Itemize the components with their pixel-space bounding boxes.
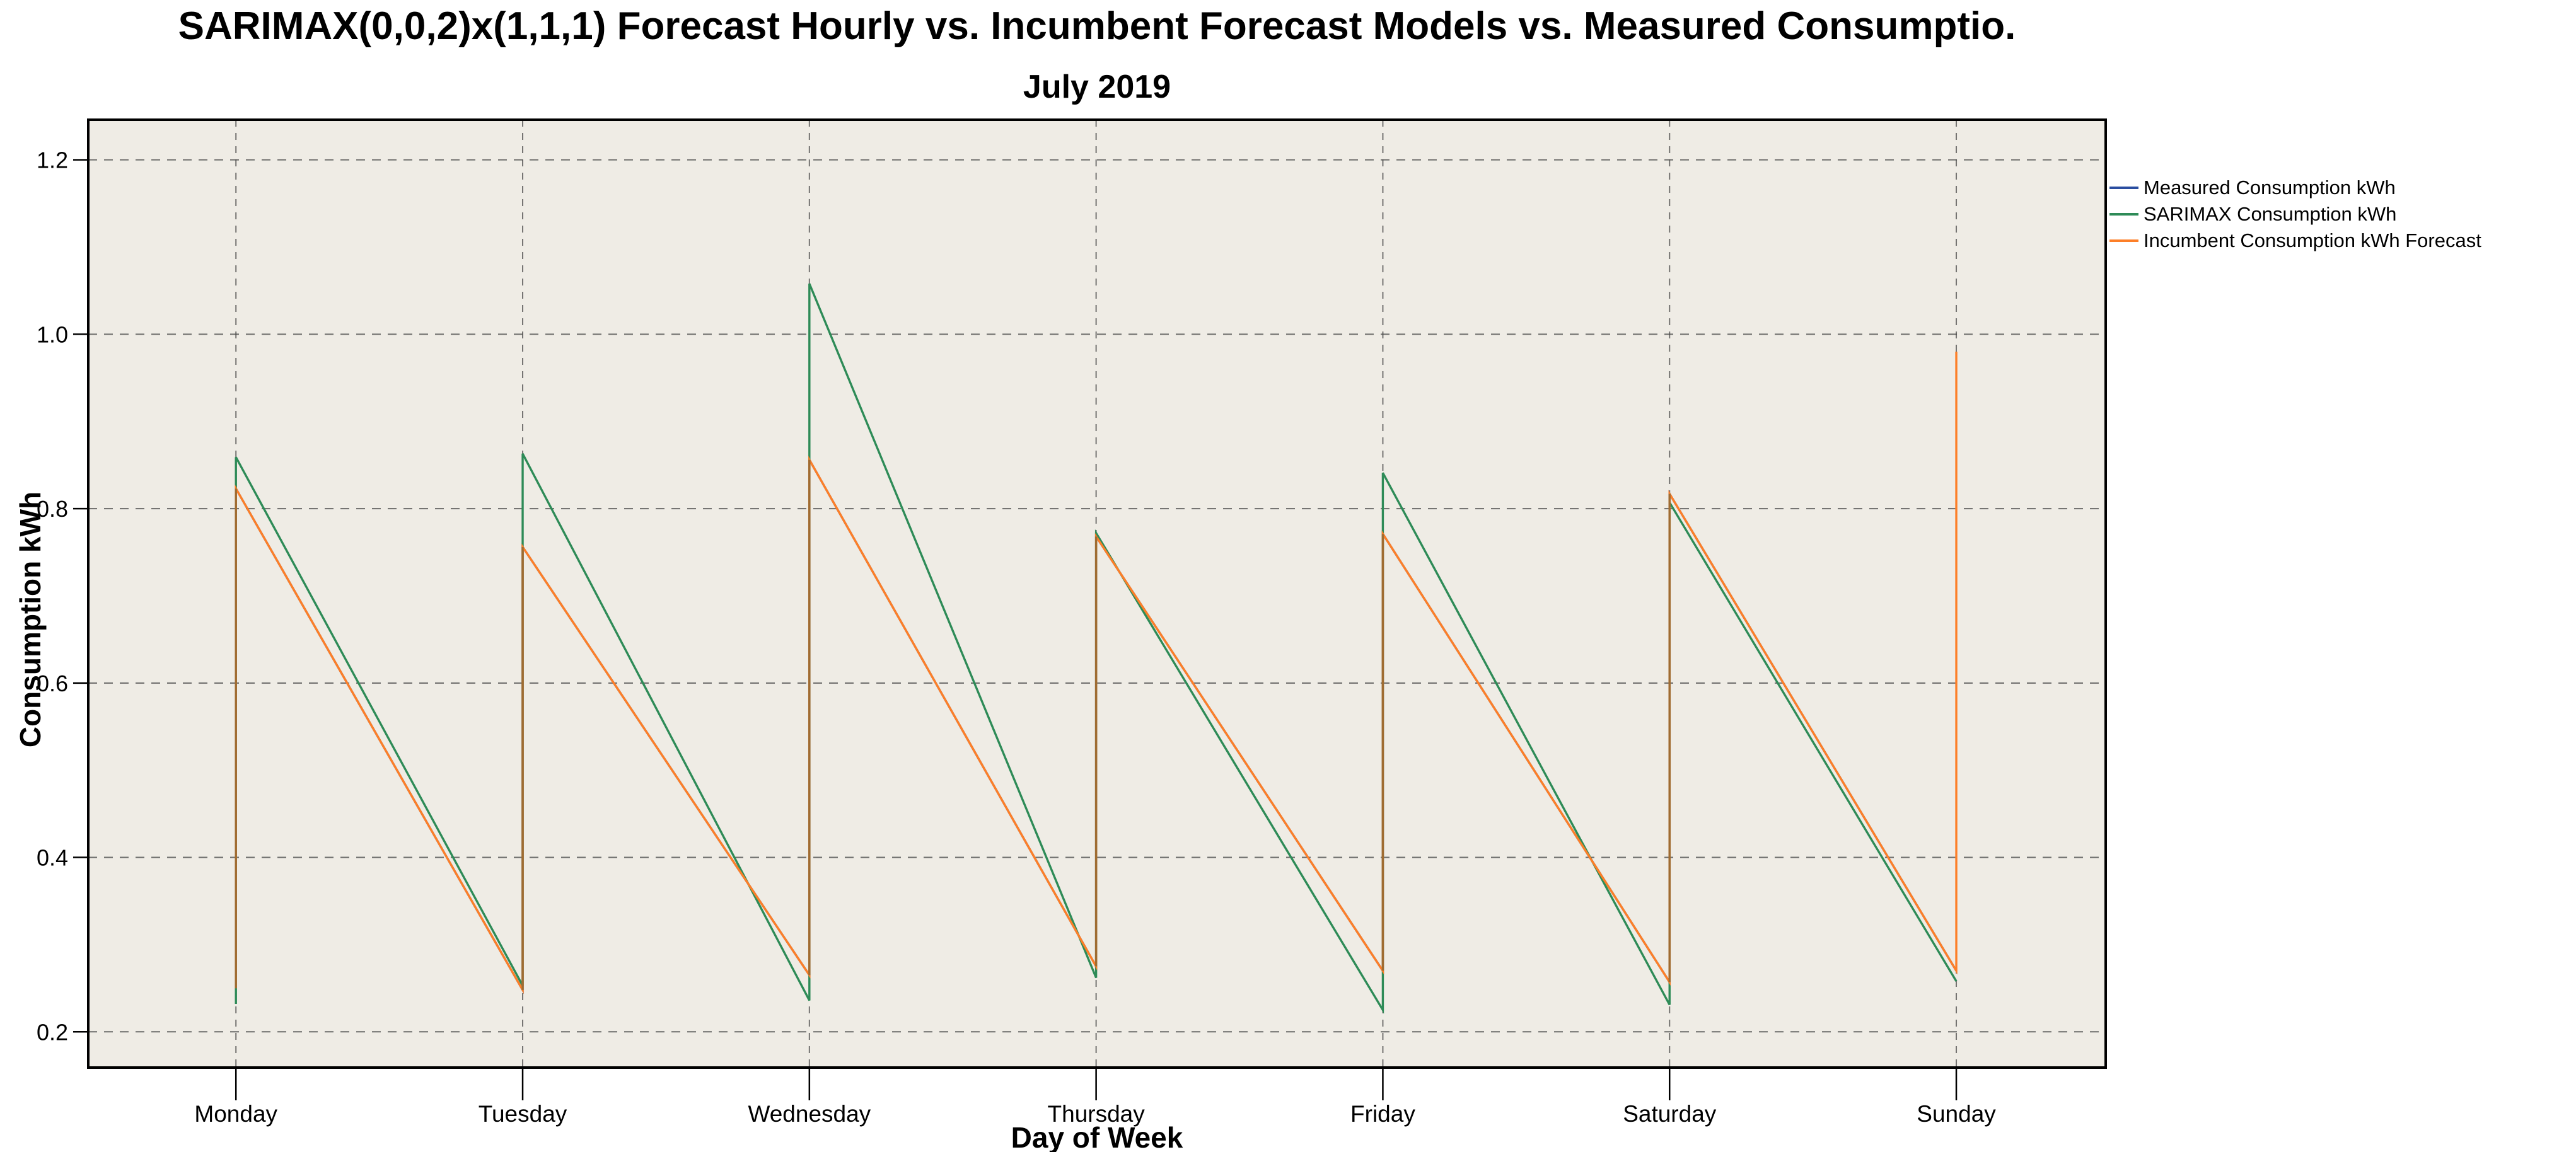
legend-line-swatch (2109, 186, 2138, 189)
legend-line-swatch (2109, 212, 2138, 216)
y-tick-label: 1.2 (37, 147, 68, 173)
x-axis-label: Day of Week (1011, 1121, 1183, 1152)
chart-subtitle: July 2019 (1023, 69, 1171, 105)
legend-item: Incumbent Consumption kWh Forecast (2109, 229, 2481, 251)
x-tick-label: Thursday (1048, 1101, 1146, 1127)
x-tick-label: Sunday (1917, 1101, 1996, 1127)
legend-item-label: Measured Consumption kWh (2144, 176, 2396, 199)
legend-item: SARIMAX Consumption kWh (2109, 203, 2481, 225)
legend: Measured Consumption kWh SARIMAX Consumpt… (2109, 176, 2481, 251)
y-tick-label: 0.6 (37, 671, 68, 696)
y-tick-label: 0.2 (37, 1019, 68, 1045)
plot-border (87, 118, 2107, 1069)
legend-item-label: Incumbent Consumption kWh Forecast (2144, 229, 2481, 251)
x-tick-label: Friday (1350, 1101, 1415, 1127)
x-tick-label: Wednesday (748, 1101, 871, 1127)
y-tick-label: 1.0 (37, 321, 68, 347)
x-tick-label: Tuesday (479, 1101, 567, 1127)
x-tick-label: Monday (194, 1101, 277, 1127)
y-tick-label: 0.8 (37, 496, 68, 522)
y-axis-label: Consumption kWh (14, 491, 47, 748)
x-tick-label: Saturday (1623, 1101, 1717, 1127)
chart-title: SARIMAX(0,0,2)x(1,1,1) Forecast Hourly v… (178, 4, 2016, 48)
y-tick-label: 0.4 (37, 845, 68, 871)
legend-line-swatch (2109, 239, 2138, 242)
legend-item-label: SARIMAX Consumption kWh (2144, 202, 2397, 225)
legend-item: Measured Consumption kWh (2109, 176, 2481, 199)
